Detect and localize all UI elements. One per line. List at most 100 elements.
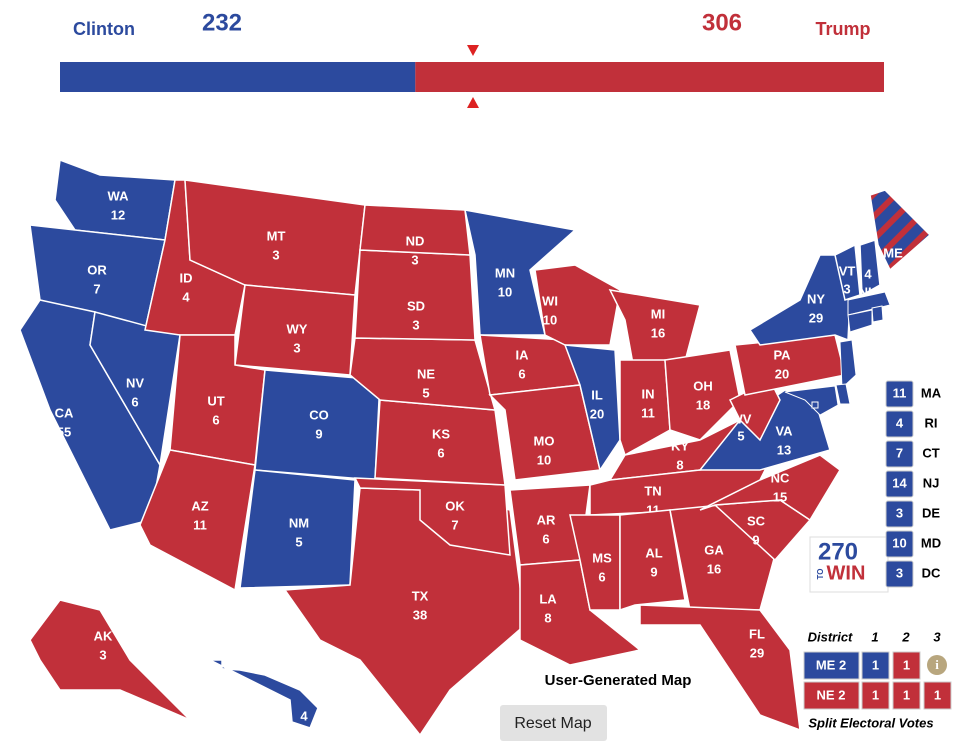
state-votes: 11 <box>641 405 655 420</box>
split-cell[interactable] <box>861 681 890 710</box>
state-shape[interactable] <box>619 359 671 457</box>
state-shape[interactable] <box>569 514 621 611</box>
state-votes: 6 <box>542 531 549 546</box>
state-shape[interactable] <box>563 344 621 472</box>
candidate-votes: 306 <box>702 9 742 36</box>
state-votes: 6 <box>437 445 444 460</box>
state-shape[interactable] <box>488 384 601 481</box>
state-shape[interactable] <box>834 243 861 301</box>
small-state-votes: 3 <box>896 505 903 520</box>
state-abbr: KS <box>432 426 450 441</box>
state-shape[interactable] <box>847 309 873 333</box>
state-votes: 4 <box>864 266 872 281</box>
state-shape[interactable] <box>748 254 851 346</box>
map-title: User-Generated Map <box>545 672 692 689</box>
small-state-box[interactable] <box>885 410 914 438</box>
split-cell[interactable] <box>861 651 890 680</box>
small-state-box[interactable] <box>885 500 914 528</box>
state-shape[interactable] <box>534 264 621 346</box>
state-shape[interactable] <box>209 659 319 729</box>
split-cell[interactable] <box>892 681 921 710</box>
state-abbr: MI <box>651 306 665 321</box>
state-votes: 38 <box>413 607 427 622</box>
state-votes: 55 <box>57 424 71 439</box>
state-votes: 9 <box>650 564 657 579</box>
state-abbr: AR <box>537 512 556 527</box>
candidate-name: Trump <box>815 19 870 39</box>
state-shape[interactable] <box>859 238 881 297</box>
state-shape[interactable] <box>869 189 932 272</box>
state-shape[interactable] <box>664 349 741 441</box>
state-votes: 5 <box>737 428 744 443</box>
state-shape[interactable] <box>29 599 191 721</box>
state-shape[interactable] <box>374 399 506 486</box>
info-icon[interactable] <box>927 655 947 675</box>
state-shape[interactable] <box>139 449 256 592</box>
split-cell[interactable] <box>892 651 921 680</box>
state-votes: 15 <box>773 489 787 504</box>
state-shape[interactable] <box>871 305 884 323</box>
state-abbr: SD <box>407 298 425 313</box>
small-state-box[interactable] <box>885 470 914 498</box>
state-votes: 4 <box>182 289 190 304</box>
state-abbr: IL <box>591 387 603 402</box>
reset-button[interactable] <box>500 705 607 741</box>
state-votes: 29 <box>809 310 823 325</box>
split-cell[interactable] <box>923 681 952 710</box>
split-cell-value: 1 <box>903 687 910 702</box>
state-votes: 8 <box>544 610 551 625</box>
state-abbr: OR <box>87 262 107 277</box>
state-abbr: ME <box>883 245 903 260</box>
state-shape[interactable] <box>639 604 801 732</box>
state-abbr: IA <box>516 347 530 362</box>
state-shape[interactable] <box>835 383 851 405</box>
state-abbr: ND <box>406 233 425 248</box>
split-cell-value: 1 <box>872 657 879 672</box>
state-shape[interactable] <box>619 509 686 612</box>
state-abbr: KY <box>671 438 689 453</box>
logo-to: TO <box>816 569 825 580</box>
state-votes: 3 <box>99 647 106 662</box>
state-shape[interactable] <box>359 204 471 256</box>
candidate-name: Clinton <box>73 19 135 39</box>
state-shape[interactable] <box>839 339 857 390</box>
marker-top <box>467 45 479 56</box>
state-votes: 3 <box>411 252 418 267</box>
state-abbr: WV <box>731 411 752 426</box>
state-shape[interactable] <box>811 401 819 409</box>
state-votes: 9 <box>315 426 322 441</box>
split-header: 1 <box>871 629 878 644</box>
state-shape[interactable] <box>734 334 846 396</box>
state-shape[interactable] <box>784 385 839 416</box>
candidate-votes: 232 <box>202 9 242 36</box>
state-shape[interactable] <box>353 477 511 556</box>
split-cell-value: 1 <box>934 687 941 702</box>
state-shape[interactable] <box>589 459 772 516</box>
small-state-abbr: DE <box>922 505 940 520</box>
info-icon-glyph[interactable]: i <box>935 657 939 672</box>
split-header: 3 <box>933 629 941 644</box>
state-abbr: HI <box>257 708 270 723</box>
state-votes: 6 <box>212 412 219 427</box>
small-state-box[interactable] <box>885 380 914 408</box>
small-state-box[interactable] <box>885 530 914 558</box>
state-abbr: CA <box>55 405 74 420</box>
state-shape[interactable] <box>699 454 841 522</box>
state-abbr: AK <box>94 628 113 643</box>
split-row-label-box <box>803 681 860 710</box>
state-abbr: GA <box>704 542 724 557</box>
trump-bar <box>415 62 884 92</box>
state-abbr: MN <box>495 265 515 280</box>
state-votes: 20 <box>775 366 789 381</box>
reset-button-label[interactable]: Reset Map <box>514 715 591 732</box>
state-abbr: WI <box>542 293 558 308</box>
state-shape[interactable] <box>254 369 381 481</box>
state-votes: 29 <box>750 645 764 660</box>
small-state-votes: 4 <box>896 415 904 430</box>
small-state-box[interactable] <box>885 440 914 468</box>
state-abbr: MS <box>592 550 612 565</box>
state-abbr: NV <box>126 375 144 390</box>
state-votes: 10 <box>537 452 551 467</box>
state-shape[interactable] <box>847 291 891 316</box>
small-state-box[interactable] <box>885 560 914 588</box>
